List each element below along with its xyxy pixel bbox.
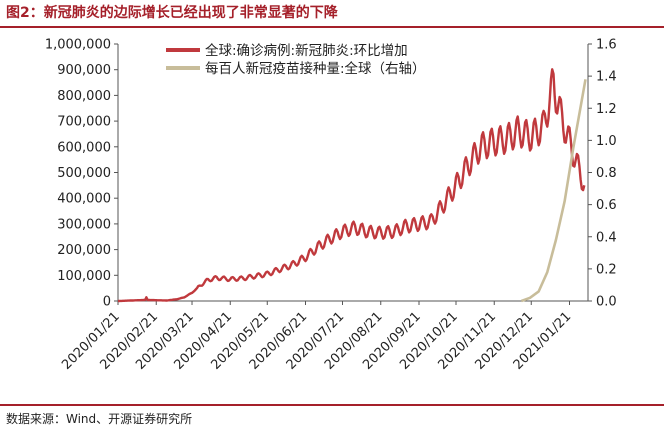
footer-rule — [0, 404, 664, 406]
series-line-confirmed-cases — [118, 68, 586, 303]
legend-label: 全球:确诊病例:新冠肺炎:环比增加 — [205, 42, 408, 59]
y-left-tick-label: 200,000 — [57, 243, 111, 258]
chart: 0 100,000 200,000 300,000 400,000 500,000 600,… — [45, 38, 617, 373]
y-right-tick-label: 0.4 — [596, 230, 617, 245]
y-left-tick-label: 400,000 — [57, 192, 111, 207]
y-right-tick-label: 1.2 — [596, 102, 617, 117]
y-right-tick-label: 1.4 — [596, 70, 617, 85]
y-right-tick-label: 1.0 — [596, 134, 617, 149]
y-left-tick-label: 600,000 — [57, 140, 111, 155]
y-right-tick-label: 1.6 — [596, 38, 617, 53]
y-left-tick-label: 0 — [103, 295, 111, 310]
y-right-tick-label: 0.6 — [596, 198, 617, 213]
y-right-tick-label: 0.2 — [596, 262, 617, 277]
source-note: 数据来源：Wind、开源证券研究所 — [6, 412, 193, 426]
y-left-tick-label: 800,000 — [57, 89, 111, 104]
y-left-tick-label: 700,000 — [57, 115, 111, 130]
chart-title: 图2：新冠肺炎的边际增长已经出现了非常显著的下降 — [6, 5, 338, 21]
y-left-tick-label: 300,000 — [57, 217, 111, 232]
y-right-tick-label: 0.8 — [596, 166, 617, 181]
series-line-vaccinations — [520, 79, 587, 303]
y-right-tick-label: 0.0 — [596, 295, 617, 310]
y-left-tick-label: 100,000 — [57, 269, 111, 284]
y-left-tick-label: 500,000 — [57, 166, 111, 181]
y-left-tick-label: 1,000,000 — [45, 38, 111, 53]
y-left-tick-label: 900,000 — [57, 63, 111, 78]
header-rule — [0, 26, 664, 28]
legend-label: 每百人新冠疫苗接种量:全球（右轴） — [205, 60, 426, 77]
